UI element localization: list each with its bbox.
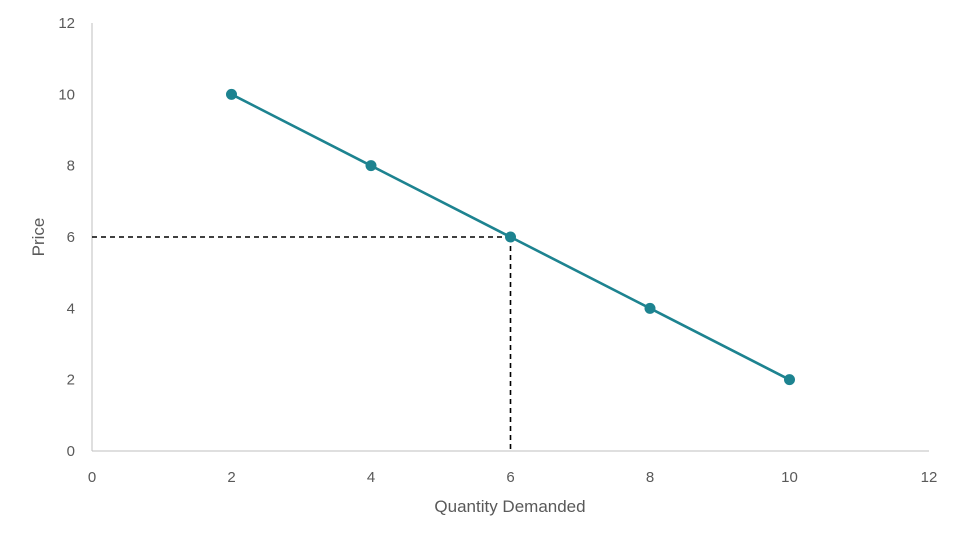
data-point — [784, 374, 795, 386]
y-tick-label: 10 — [58, 86, 75, 103]
data-point — [226, 88, 237, 100]
y-tick-label: 0 — [67, 443, 75, 460]
x-tick-label: 0 — [88, 469, 96, 486]
data-point — [505, 231, 516, 243]
y-tick-label: 2 — [67, 372, 75, 389]
x-tick-label: 8 — [646, 469, 654, 486]
y-tick-label: 6 — [67, 229, 75, 246]
y-tick-label: 4 — [67, 300, 75, 317]
y-tick-label: 12 — [58, 15, 75, 32]
y-tick-label: 8 — [67, 158, 75, 175]
x-tick-label: 12 — [921, 469, 938, 486]
x-tick-label: 10 — [781, 469, 798, 486]
x-tick-label: 6 — [506, 469, 514, 486]
reference-lines — [92, 236, 512, 451]
tick-labels: 0 2 4 6 8 10 12 0 2 4 6 8 10 12 — [58, 15, 937, 486]
x-tick-label: 2 — [227, 469, 235, 486]
data-point — [644, 302, 656, 314]
x-axis-title: Quantity Demanded — [434, 497, 585, 516]
series — [226, 88, 795, 386]
y-axis-title: Price — [29, 218, 48, 257]
data-point — [365, 160, 377, 172]
x-tick-label: 4 — [367, 469, 375, 486]
